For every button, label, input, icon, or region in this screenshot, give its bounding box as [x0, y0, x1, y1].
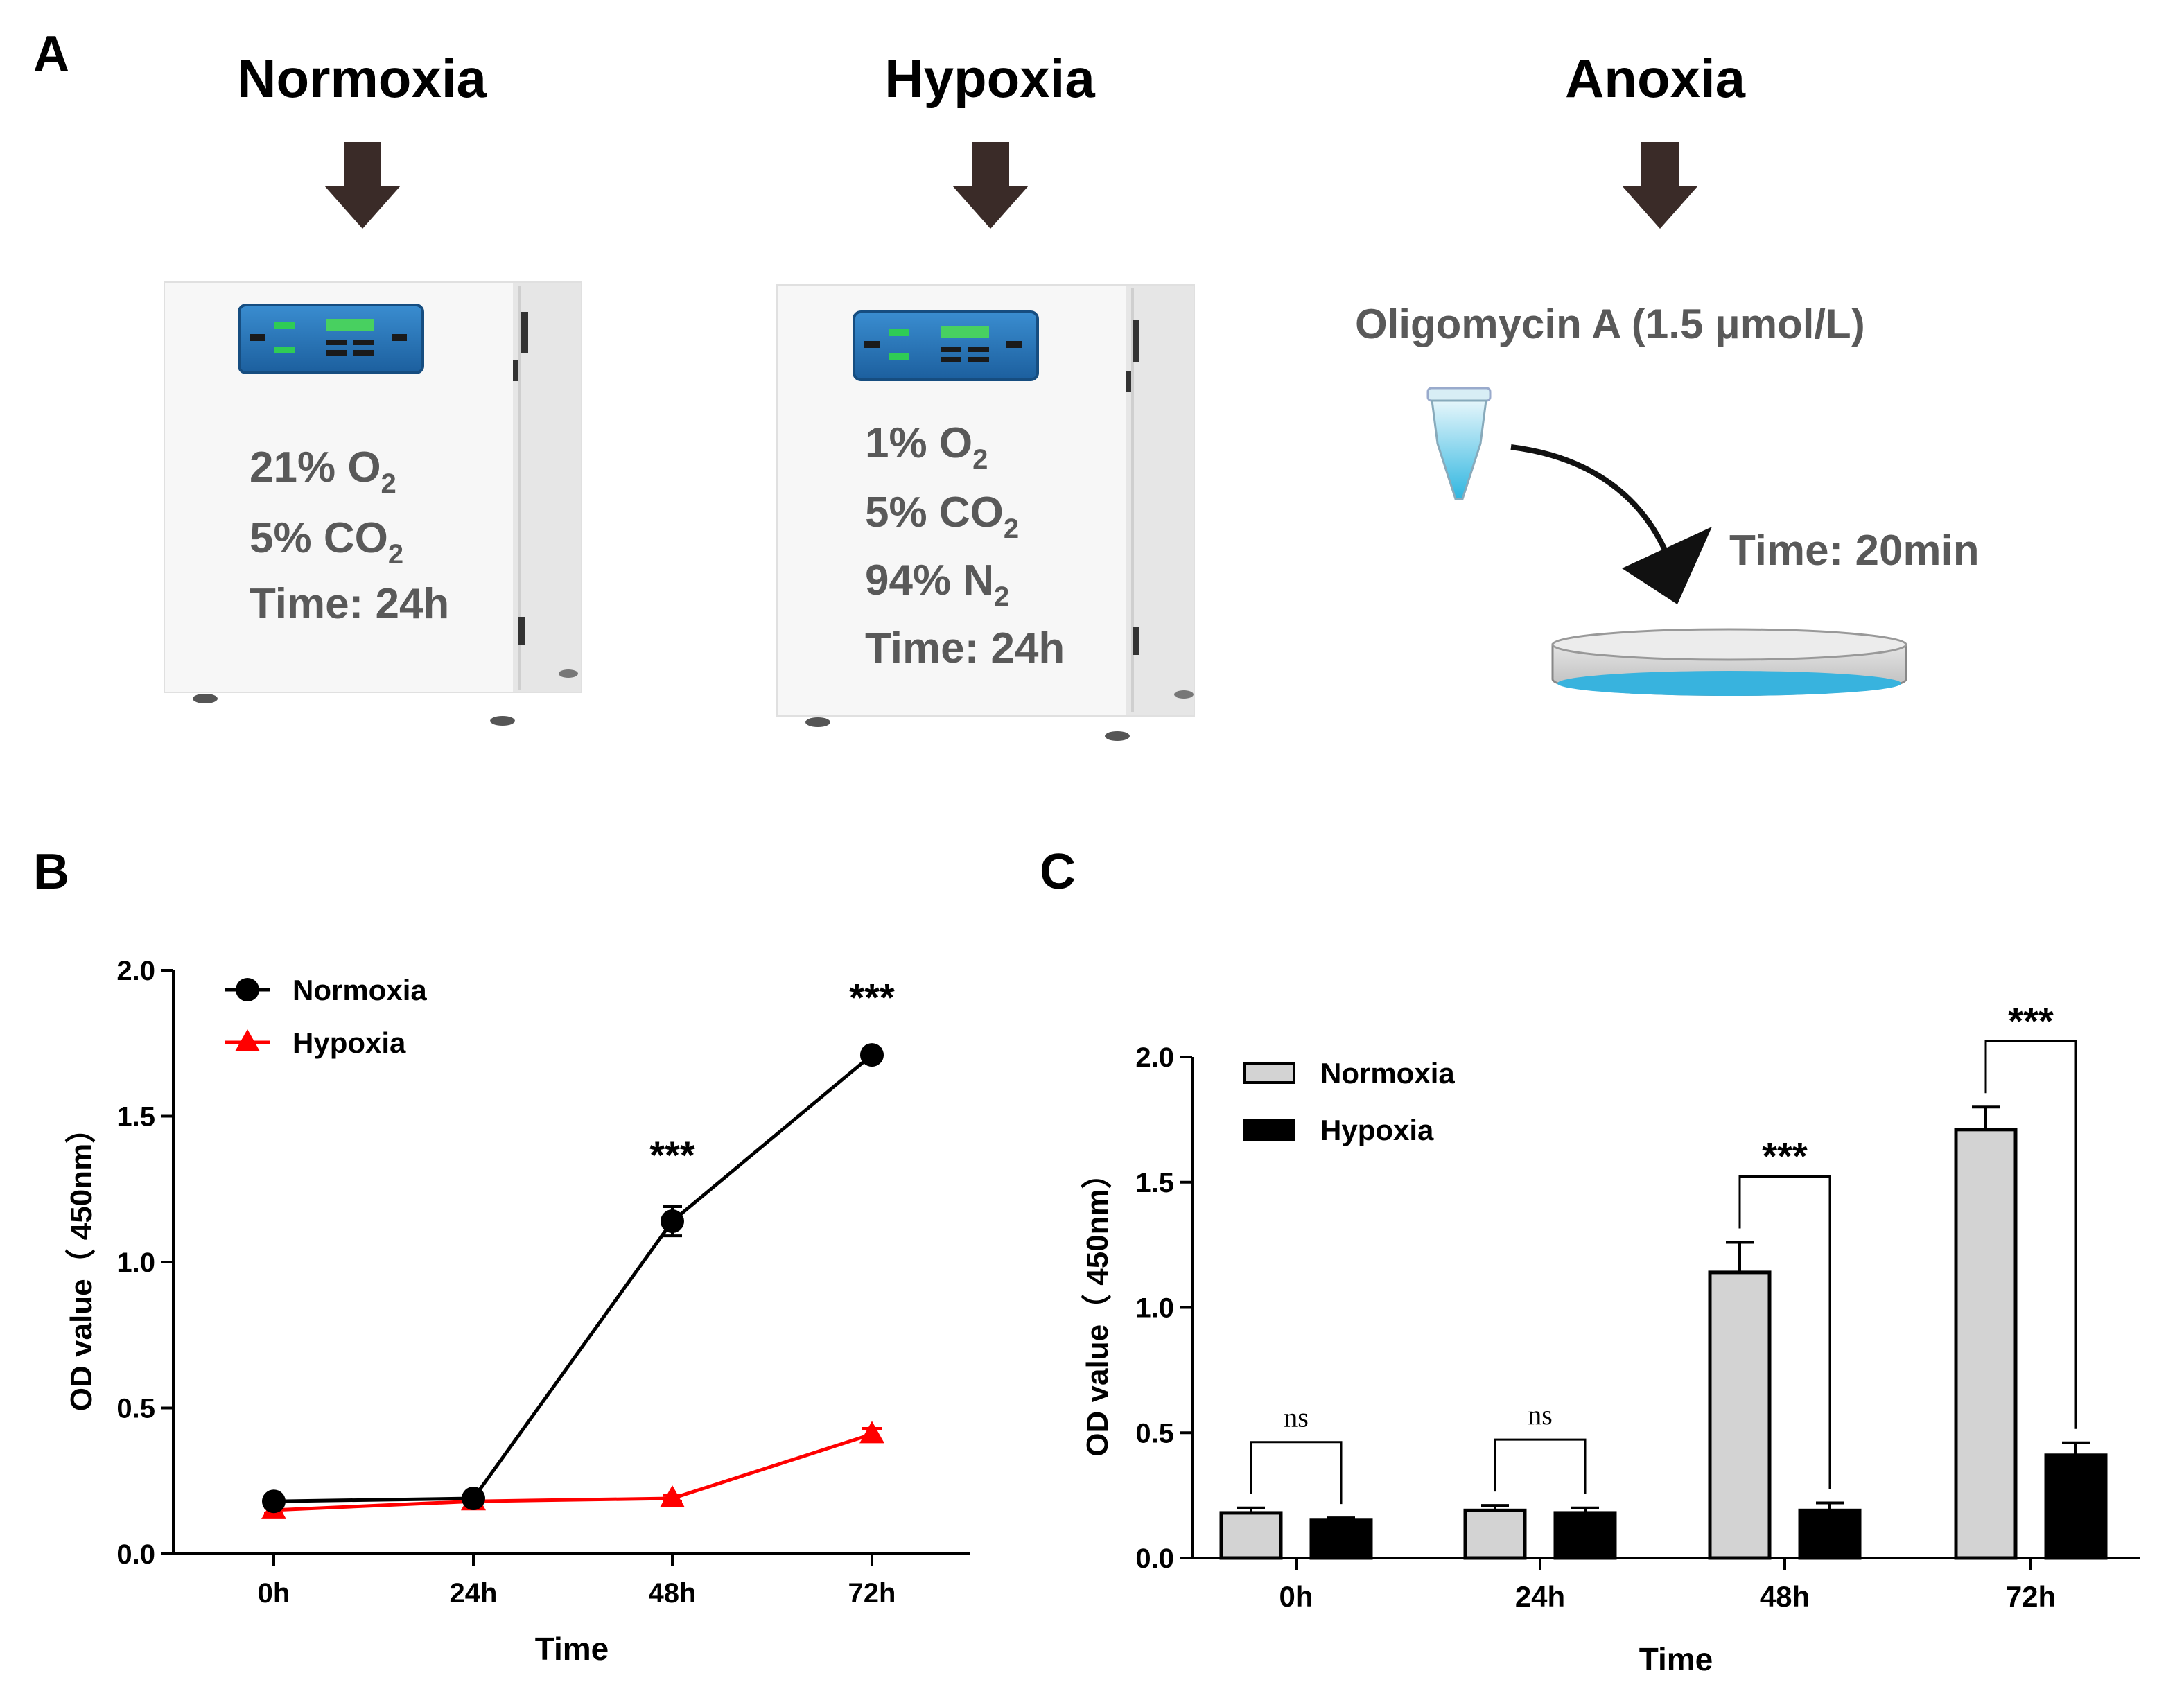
incubator-icon: [164, 281, 582, 726]
hypoxia-co2: 5% CO2: [865, 489, 1019, 544]
data-point-normoxia: [661, 1209, 684, 1234]
legend-label: Normoxia: [1320, 1057, 1455, 1089]
bar-hypoxia: [1309, 1518, 1373, 1560]
hypoxia-o2: 1% O2: [865, 419, 988, 475]
x-tick-label: 24h: [450, 1578, 498, 1609]
anoxia-group: Anoxia Oligomycin A (1.5 μmol/L) Time: 2…: [1355, 48, 1980, 696]
y-tick-label: 1.5: [1135, 1168, 1174, 1198]
significance-bracket: [1250, 1441, 1343, 1505]
normoxia-title: Normoxia: [237, 48, 487, 109]
bar-normoxia: [1463, 1508, 1527, 1560]
curved-arrow-line: [1510, 444, 1670, 556]
hypoxia-group: Hypoxia 1% O2 5% CO2 94% N2 T: [776, 48, 1195, 741]
significance-label: ns: [1528, 1399, 1553, 1430]
y-tick-label: 1.5: [116, 1102, 155, 1132]
normoxia-o2: 21% O2: [250, 444, 396, 499]
y-tick-label: 1.0: [1135, 1293, 1174, 1324]
bar-hypoxia: [1798, 1508, 1862, 1560]
y-axis-label: OD value（ 450nm）: [1081, 1158, 1115, 1456]
normoxia-group: Normoxia 21% O2 5% CO2 Time: 24h: [164, 48, 582, 726]
x-tick-label: 48h: [649, 1578, 697, 1609]
data-point-normoxia: [860, 1043, 884, 1067]
reagent-label: Oligomycin A (1.5 μmol/L): [1355, 301, 1865, 347]
significance-label: ***: [849, 976, 895, 1019]
panel-a-letter: A: [33, 26, 69, 82]
panel-b-letter: B: [33, 844, 69, 900]
y-tick-label: 2.0: [116, 956, 155, 986]
significance-label: ns: [1284, 1402, 1309, 1433]
tube-icon: [1426, 387, 1492, 500]
x-tick-label: 72h: [848, 1578, 896, 1609]
down-arrow-icon: [1622, 142, 1698, 229]
bar-hypoxia: [1553, 1511, 1617, 1560]
y-tick-label: 0.0: [1135, 1543, 1174, 1574]
x-axis-label: Time: [1639, 1641, 1713, 1677]
incubator-icon: [776, 284, 1195, 741]
series-line-hypoxia: [273, 1433, 873, 1512]
bar-normoxia: [1954, 1128, 2018, 1560]
panel-c-letter: C: [1040, 844, 1076, 900]
legend-label: Hypoxia: [292, 1026, 406, 1059]
y-tick-label: 0.5: [1135, 1418, 1174, 1448]
down-arrow-icon: [324, 142, 401, 229]
dish-icon: [1551, 628, 1907, 696]
series-line-normoxia: [273, 1053, 873, 1503]
anoxia-time: Time: 20min: [1729, 527, 1980, 575]
chart-b: 0.0 0.5 1.0 1.5 2.0 0h 24h 48h 72h Time OD value（ …: [64, 956, 970, 1667]
significance-bracket: [1984, 1040, 2077, 1429]
hypoxia-n2: 94% N2: [865, 557, 1009, 612]
legend-swatch: [1243, 1119, 1295, 1141]
significance-bracket: [1494, 1438, 1587, 1494]
legend-label: Normoxia: [292, 974, 427, 1006]
y-tick-label: 0.0: [116, 1539, 155, 1570]
significance-label: ***: [649, 1133, 695, 1177]
data-point-normoxia: [462, 1487, 485, 1511]
significance-label: ***: [2008, 999, 2054, 1042]
x-tick-label: 0h: [258, 1578, 290, 1609]
normoxia-co2: 5% CO2: [250, 514, 403, 570]
significance-label: ***: [1762, 1135, 1808, 1178]
bar-normoxia: [1708, 1270, 1772, 1560]
y-tick-label: 0.5: [116, 1394, 155, 1424]
data-point-hypoxia: [660, 1485, 685, 1508]
y-axis-label: OD value（ 450nm）: [64, 1113, 98, 1411]
data-point-hypoxia: [859, 1421, 884, 1444]
anoxia-title: Anoxia: [1565, 48, 1746, 109]
chart-c: 0.0 0.5 1.0 1.5 2.0 0h 24h 48h 72h Time OD value（ …: [1081, 999, 2140, 1677]
y-tick-label: 2.0: [1135, 1042, 1174, 1073]
x-axis-label: Time: [535, 1631, 609, 1667]
data-point-normoxia: [262, 1489, 286, 1514]
legend-marker: [236, 978, 259, 1001]
bar-hypoxia: [2044, 1453, 2108, 1560]
significance-bracket: [1738, 1175, 1831, 1489]
x-tick-label: 72h: [2006, 1580, 2056, 1613]
x-tick-label: 0h: [1279, 1580, 1313, 1613]
curved-arrow-icon: [1622, 527, 1712, 604]
down-arrow-icon: [952, 142, 1029, 229]
legend-label: Hypoxia: [1320, 1114, 1434, 1146]
normoxia-time: Time: 24h: [250, 580, 449, 628]
hypoxia-title: Hypoxia: [884, 48, 1095, 109]
y-tick-label: 1.0: [116, 1248, 155, 1278]
bar-normoxia: [1219, 1511, 1283, 1560]
x-tick-label: 48h: [1760, 1580, 1810, 1613]
legend-swatch: [1243, 1062, 1295, 1084]
hypoxia-time: Time: 24h: [865, 624, 1065, 672]
x-tick-label: 24h: [1515, 1580, 1565, 1613]
legend-marker: [235, 1029, 260, 1051]
